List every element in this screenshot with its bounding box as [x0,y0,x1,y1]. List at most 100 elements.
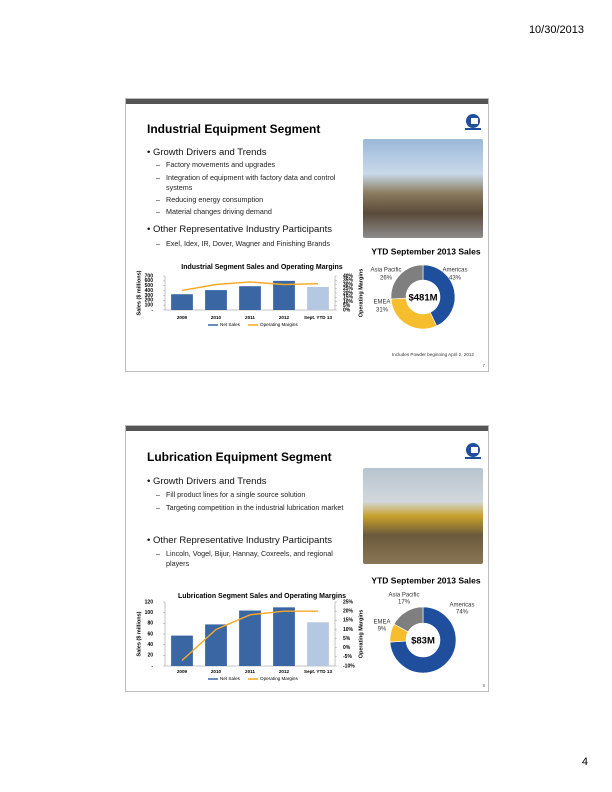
y2-axis-label: Operating Margins [358,269,364,318]
legend-label: Operating Margins [260,676,298,681]
chart-title: YTD September 2013 Sales [371,575,480,585]
donut-center: $83M [411,636,435,647]
slice-label: EMEA [373,620,390,626]
bullet: • Other Representative Industry Particip… [147,224,332,235]
y-tick-label: 200 [145,298,154,304]
y2-tick-label: 5% [343,303,351,309]
line [181,281,319,292]
bar [205,290,227,310]
photo [363,468,483,564]
slice-label: Asia Pacific [370,268,401,274]
sub-bullet: – Fill product lines for a single source … [156,490,346,500]
slide-title: Lubrication Equipment Segment [147,450,332,464]
bullet-text: Growth Drivers and Trends [152,147,267,158]
sub-bullet-text: Targeting competition in the industrial … [166,503,344,512]
donut-slice [393,606,424,633]
chart-title: Industrial Segment Sales and Operating M… [181,264,343,271]
bullet-text: Other Representative Industry Participan… [152,224,332,235]
chart-title: YTD September 2013 Sales [371,246,480,256]
footnote: Includes Powder beginning April 2, 2012 [392,352,474,357]
bar [307,286,329,310]
x-tick-label: 2011 [245,669,255,674]
legend-label: Net Sales [220,676,241,681]
slide-band [126,426,488,431]
y2-tick-label: -5% [343,654,352,660]
sub-bullet-text: Reducing energy consumption [166,195,264,204]
donut-center: $481M [408,293,437,304]
donut-slice [422,264,456,327]
slice-value: 9% [378,627,387,633]
legend-label: Net Sales [220,322,241,327]
sub-bullet: – Integration of equipment with factory d… [156,173,346,192]
bar [307,622,329,666]
slice-value: 17% [398,600,411,606]
date: 10/30/2013 [528,24,584,36]
y-tick-label: 60 [147,631,153,637]
slice-value: 26% [380,276,393,282]
slice-value: 74% [456,610,469,616]
y-tick-label: 80 [147,621,153,627]
y-axis-label: Sales ($ millions) [136,270,142,315]
slice-label: EMEA [373,300,390,306]
bar [239,610,261,666]
y2-tick-label: -10% [343,663,355,669]
bar [239,286,261,310]
x-tick-label: 2012 [279,315,290,320]
x-tick-label: 2010 [211,669,222,674]
sub-bullet: – Material changes driving demand [156,207,346,217]
y-tick-label: 400 [145,288,154,294]
sub-bullet: – Exel, Idex, IR, Dover, Wagner and Finis… [156,239,366,249]
legend-label: Operating Margins [260,322,298,327]
slide-number: 8 [482,683,485,688]
slice-label: Americas [449,603,474,609]
donut-slice [390,264,424,300]
y2-tick-label: 10% [343,627,354,633]
y2-tick-label: 15% [343,618,354,624]
y-tick-label: 120 [145,599,154,605]
slide: Industrial Equipment Segment • Growth Dr… [125,98,489,372]
slice-label: Asia Pacific [388,593,419,599]
y-tick-label: 300 [145,293,154,299]
sub-bullet-text: Exel, Idex, IR, Dover, Wagner and Finish… [166,239,330,248]
slide-title: Industrial Equipment Segment [147,122,321,136]
x-tick-label: 2010 [211,315,222,320]
y-tick-label: 500 [145,283,154,289]
y-tick-label: 600 [145,278,154,284]
bullet-text: Growth Drivers and Trends [152,476,267,487]
y-tick-label: 20 [147,653,153,659]
sub-bullet-text: Lincoln, Vogel, Bijur, Hannay, Coxreels,… [166,549,333,568]
bullet: • Other Representative Industry Particip… [147,535,332,546]
bar [205,624,227,666]
y2-tick-label: 15% [343,295,354,301]
bullet: • Growth Drivers and Trends [147,147,267,158]
y2-tick-label: 25% [343,599,354,605]
y2-axis-label: Operating Margins [358,610,364,659]
chart-title: Lubrication Segment Sales and Operating … [178,593,346,600]
y2-tick-label: 10% [343,299,354,305]
y-tick-label: 100 [145,302,154,308]
bar [273,607,295,666]
x-tick-label: 2011 [245,315,255,320]
y-tick-label: 100 [145,610,154,616]
sub-bullet: – Targeting competition in the industrial… [156,503,346,513]
x-tick-label: 2009 [177,669,188,674]
x-tick-label: Sept. YTD 13 [304,315,332,320]
page-number: 4 [581,756,588,768]
bar [171,635,193,666]
y-tick-label: 40 [147,642,153,648]
y-axis-label: Sales ($ millions) [136,611,142,656]
y2-tick-label: 20% [343,290,354,296]
y2-tick-label: 0% [343,645,351,651]
logo [465,443,481,459]
slice-value: 43% [449,276,462,282]
sub-bullet-text: Integration of equipment with factory da… [166,173,336,192]
x-tick-label: 2012 [279,669,290,674]
y-tick-label: 700 [145,273,154,279]
y2-tick-label: 5% [343,636,351,642]
y2-tick-label: 30% [343,282,354,288]
y-tick-label: - [151,663,153,669]
x-tick-label: Sept. YTD 13 [304,669,332,674]
slide-band [126,99,488,104]
bullet: • Growth Drivers and Trends [147,476,267,487]
